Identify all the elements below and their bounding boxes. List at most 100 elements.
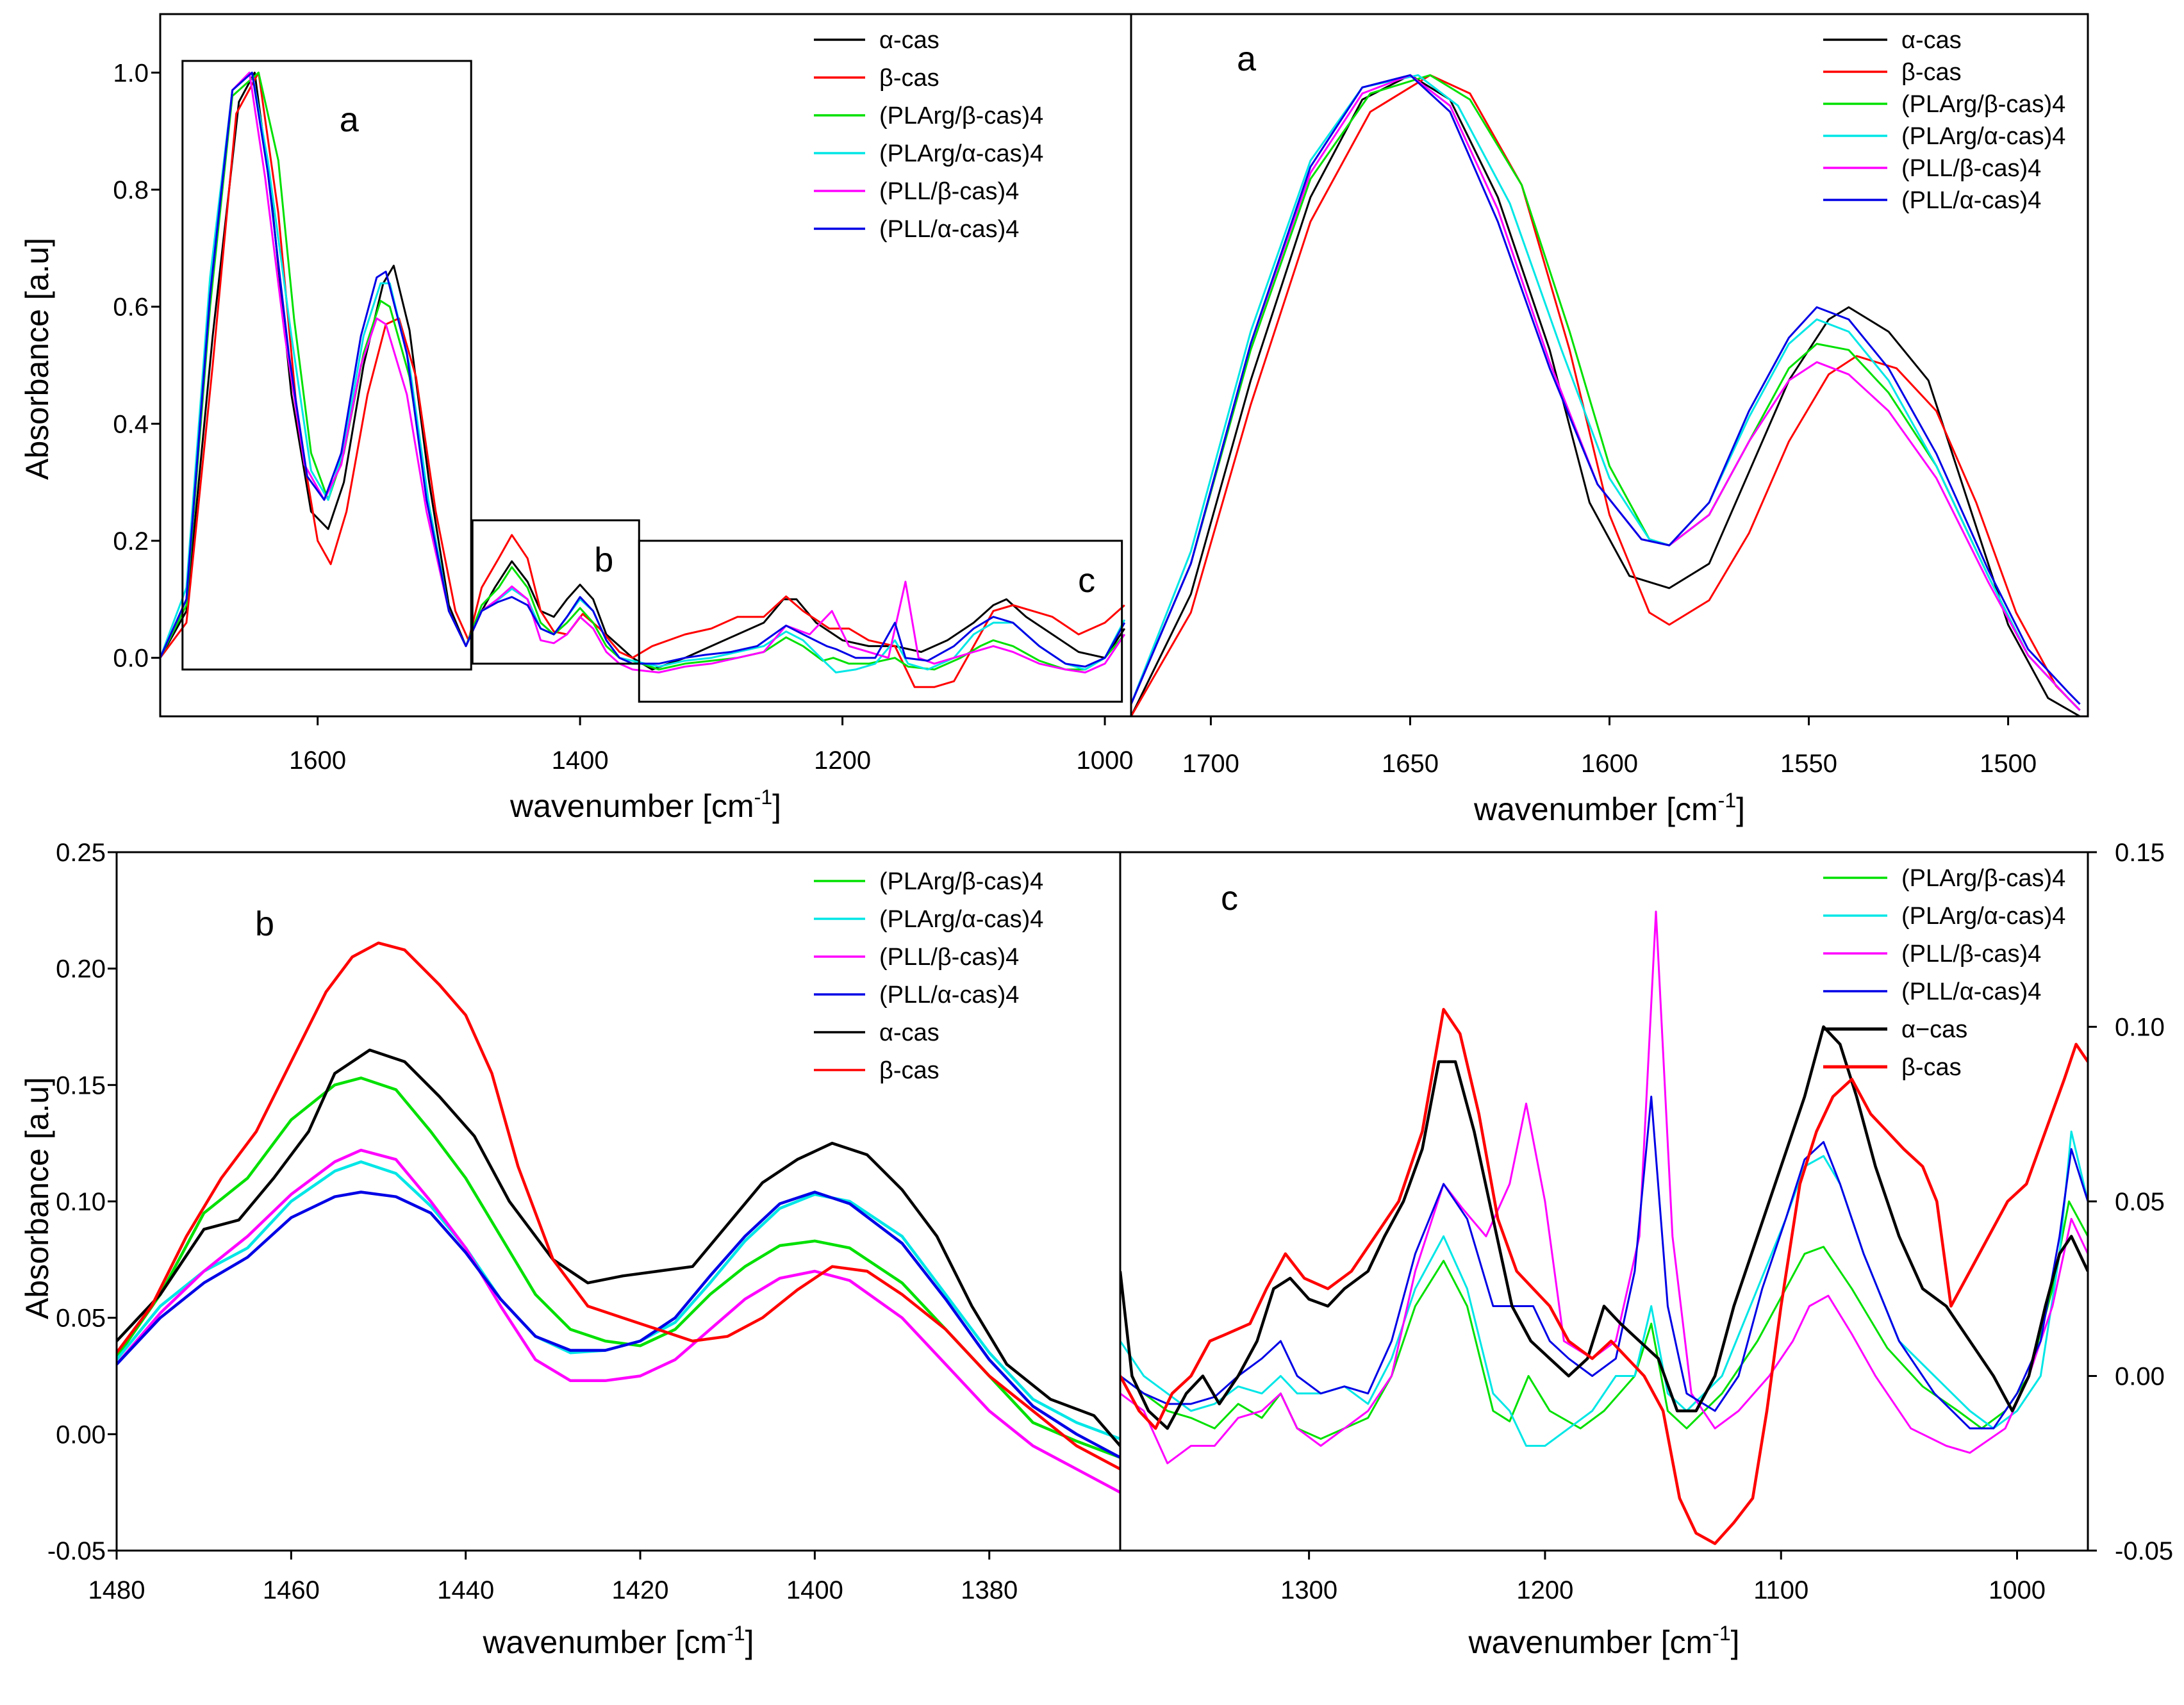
x-tick-label: 1420 bbox=[612, 1576, 669, 1604]
legend: α-cas β-cas (PLArg/β-cas)4 (PLArg/α-cas)4 (P… bbox=[1823, 27, 2065, 214]
y-tick-label: 0.10 bbox=[56, 1188, 106, 1216]
x-tick-label: 1400 bbox=[786, 1576, 843, 1604]
y-tick-label: 0.05 bbox=[2115, 1188, 2165, 1216]
legend-entry: (PLArg/β-cas)4 bbox=[1901, 865, 2065, 892]
y-tick-label: 0.05 bbox=[56, 1305, 106, 1333]
y-tick-label: 0.2 bbox=[113, 527, 149, 556]
legend-entry: (PLL/α-cas)4 bbox=[879, 982, 1019, 1009]
x-tick-label: 1100 bbox=[1753, 1576, 1808, 1604]
legend-entry: (PLL/α-cas)4 bbox=[1901, 187, 2041, 214]
x-tick-label: 1440 bbox=[437, 1576, 494, 1604]
legend: α-cas β-cas (PLArg/β-cas)4 (PLArg/α-cas)4 (P… bbox=[814, 27, 1043, 243]
series-line-alpha_cas bbox=[1120, 1025, 2088, 1430]
y-tick-label: 0.8 bbox=[113, 176, 149, 204]
series-group bbox=[160, 71, 1126, 688]
legend-entry: (PLArg/α-cas)4 bbox=[1901, 123, 2065, 150]
series-line-pll_alpha bbox=[160, 71, 1126, 668]
x-tick-label: 1200 bbox=[1516, 1576, 1573, 1604]
legend-entry: (PLArg/α-cas)4 bbox=[1901, 903, 2065, 930]
x-tick-label: 1300 bbox=[1280, 1576, 1337, 1604]
legend-entry: β-cas bbox=[879, 65, 939, 92]
series-line-pll_beta bbox=[160, 71, 1126, 673]
y-tick-label: -0.05 bbox=[2115, 1537, 2173, 1565]
y-axis-label: Absorbance [a.u] bbox=[19, 238, 55, 480]
chart-panel-c: 1300 1200 1100 1000 -0.05 0.00 0.05 0.10 0.15 wav… bbox=[1119, 839, 2173, 1660]
x-axis-label-main: wavenumber [cm bbox=[1473, 791, 1718, 827]
x-tick-label: 1200 bbox=[814, 746, 871, 775]
series-group bbox=[117, 941, 1120, 1494]
legend-entry: (PLL/β-cas)4 bbox=[1901, 941, 2041, 968]
x-axis-label-main: wavenumber [cm bbox=[509, 788, 754, 824]
series-group bbox=[1131, 74, 2081, 716]
series-line-alpha_cas bbox=[117, 1048, 1120, 1447]
chart-panel-b: 1480 1460 1440 1420 1400 1380 -0.05 0.00 0.05 0.1… bbox=[19, 839, 1121, 1660]
region-label-c: c bbox=[1078, 561, 1095, 600]
legend-entry: α-cas bbox=[879, 27, 939, 54]
legend-entry: α-cas bbox=[879, 1019, 939, 1046]
y-tick-label: 0.6 bbox=[113, 293, 149, 322]
x-tick-label: 1000 bbox=[1989, 1576, 2046, 1604]
x-axis-label-end: ] bbox=[745, 1624, 754, 1660]
y-tick-label: 0.15 bbox=[2115, 839, 2165, 867]
series-group bbox=[1120, 910, 2088, 1545]
region-box-c bbox=[638, 540, 1123, 703]
x-tick-label: 1600 bbox=[289, 746, 346, 775]
legend-entry: (PLArg/β-cas)4 bbox=[1901, 91, 2065, 118]
y-tick-label: 0.10 bbox=[2115, 1014, 2165, 1042]
x-axis-label-end: ] bbox=[772, 788, 781, 824]
panel-label: a bbox=[1237, 40, 1257, 78]
x-tick-label: 1000 bbox=[1077, 746, 1134, 775]
y-tick-label: 1.0 bbox=[113, 59, 149, 87]
x-axis-label-end: ] bbox=[1736, 791, 1745, 827]
x-axis-label: wavenumber [cm-1] bbox=[509, 786, 781, 824]
legend-entry: α-cas bbox=[1901, 27, 1962, 54]
plot-frame bbox=[1130, 13, 2089, 718]
x-tick-label: 1500 bbox=[1980, 750, 2037, 778]
x-tick-label: 1700 bbox=[1182, 750, 1239, 778]
legend-entry: β-cas bbox=[1901, 1054, 1962, 1081]
x-axis-label-sup: -1 bbox=[754, 786, 772, 809]
legend-entry: (PLArg/β-cas)4 bbox=[879, 103, 1043, 129]
y-tick-label: 0.0 bbox=[113, 645, 149, 673]
legend-entry: α−cas bbox=[1901, 1016, 1967, 1043]
x-axis-label: wavenumber [cm-1] bbox=[1473, 789, 1745, 827]
y-tick-label: 0.25 bbox=[56, 839, 106, 867]
legend-entry: (PLArg/β-cas)4 bbox=[879, 868, 1043, 895]
legend-entry: (PLL/α-cas)4 bbox=[1901, 978, 2041, 1005]
legend-entry: (PLL/β-cas)4 bbox=[879, 944, 1019, 971]
legend-entry: (PLArg/α-cas)4 bbox=[879, 140, 1043, 167]
legend-entry: (PLL/β-cas)4 bbox=[879, 178, 1019, 205]
x-tick-label: 1550 bbox=[1780, 750, 1837, 778]
legend-entry: (PLL/α-cas)4 bbox=[879, 216, 1019, 243]
x-axis-label-sup: -1 bbox=[1718, 789, 1736, 812]
y-tick-label: 0.00 bbox=[56, 1421, 106, 1449]
region-label-a: a bbox=[340, 101, 360, 139]
series-line-pll_alpha bbox=[1131, 74, 2081, 705]
legend: (PLArg/β-cas)4 (PLArg/α-cas)4 (PLL/β-cas)4… bbox=[1823, 865, 2065, 1081]
y-tick-label: 0.20 bbox=[56, 955, 106, 984]
legend: (PLArg/β-cas)4 (PLArg/α-cas)4 (PLL/β-cas)4… bbox=[814, 868, 1043, 1084]
chart-panel-full: a b c 1600 1400 1200 1000 0.0 0.2 0.4 0.6 0.8 1.0 wav… bbox=[19, 13, 1134, 824]
panel-label: b bbox=[255, 905, 274, 943]
y-tick-label: -0.05 bbox=[47, 1537, 106, 1565]
x-tick-label: 1400 bbox=[552, 746, 609, 775]
series-line-beta_cas bbox=[117, 941, 1120, 1470]
series-line-pll_beta bbox=[117, 1148, 1120, 1494]
x-tick-label: 1460 bbox=[263, 1576, 320, 1604]
x-tick-label: 1650 bbox=[1382, 750, 1439, 778]
series-line-beta_cas bbox=[1131, 74, 2081, 716]
x-axis-label: wavenumber [cm-1] bbox=[1468, 1622, 1739, 1660]
y-tick-label: 0.15 bbox=[56, 1071, 106, 1100]
panel-label: c bbox=[1221, 879, 1238, 918]
legend-entry: (PLL/β-cas)4 bbox=[1901, 155, 2041, 182]
x-axis-label-main: wavenumber [cm bbox=[482, 1624, 727, 1660]
series-line-plarg_alpha bbox=[1120, 1130, 2088, 1447]
series-line-beta_cas bbox=[1120, 1008, 2088, 1545]
legend-entry: (PLArg/α-cas)4 bbox=[879, 906, 1043, 933]
x-axis-label-main: wavenumber [cm bbox=[1468, 1624, 1712, 1660]
series-line-pll_alpha bbox=[1120, 1096, 2088, 1429]
series-line-alpha_cas bbox=[160, 71, 1126, 671]
series-line-plarg_beta bbox=[117, 1076, 1120, 1459]
